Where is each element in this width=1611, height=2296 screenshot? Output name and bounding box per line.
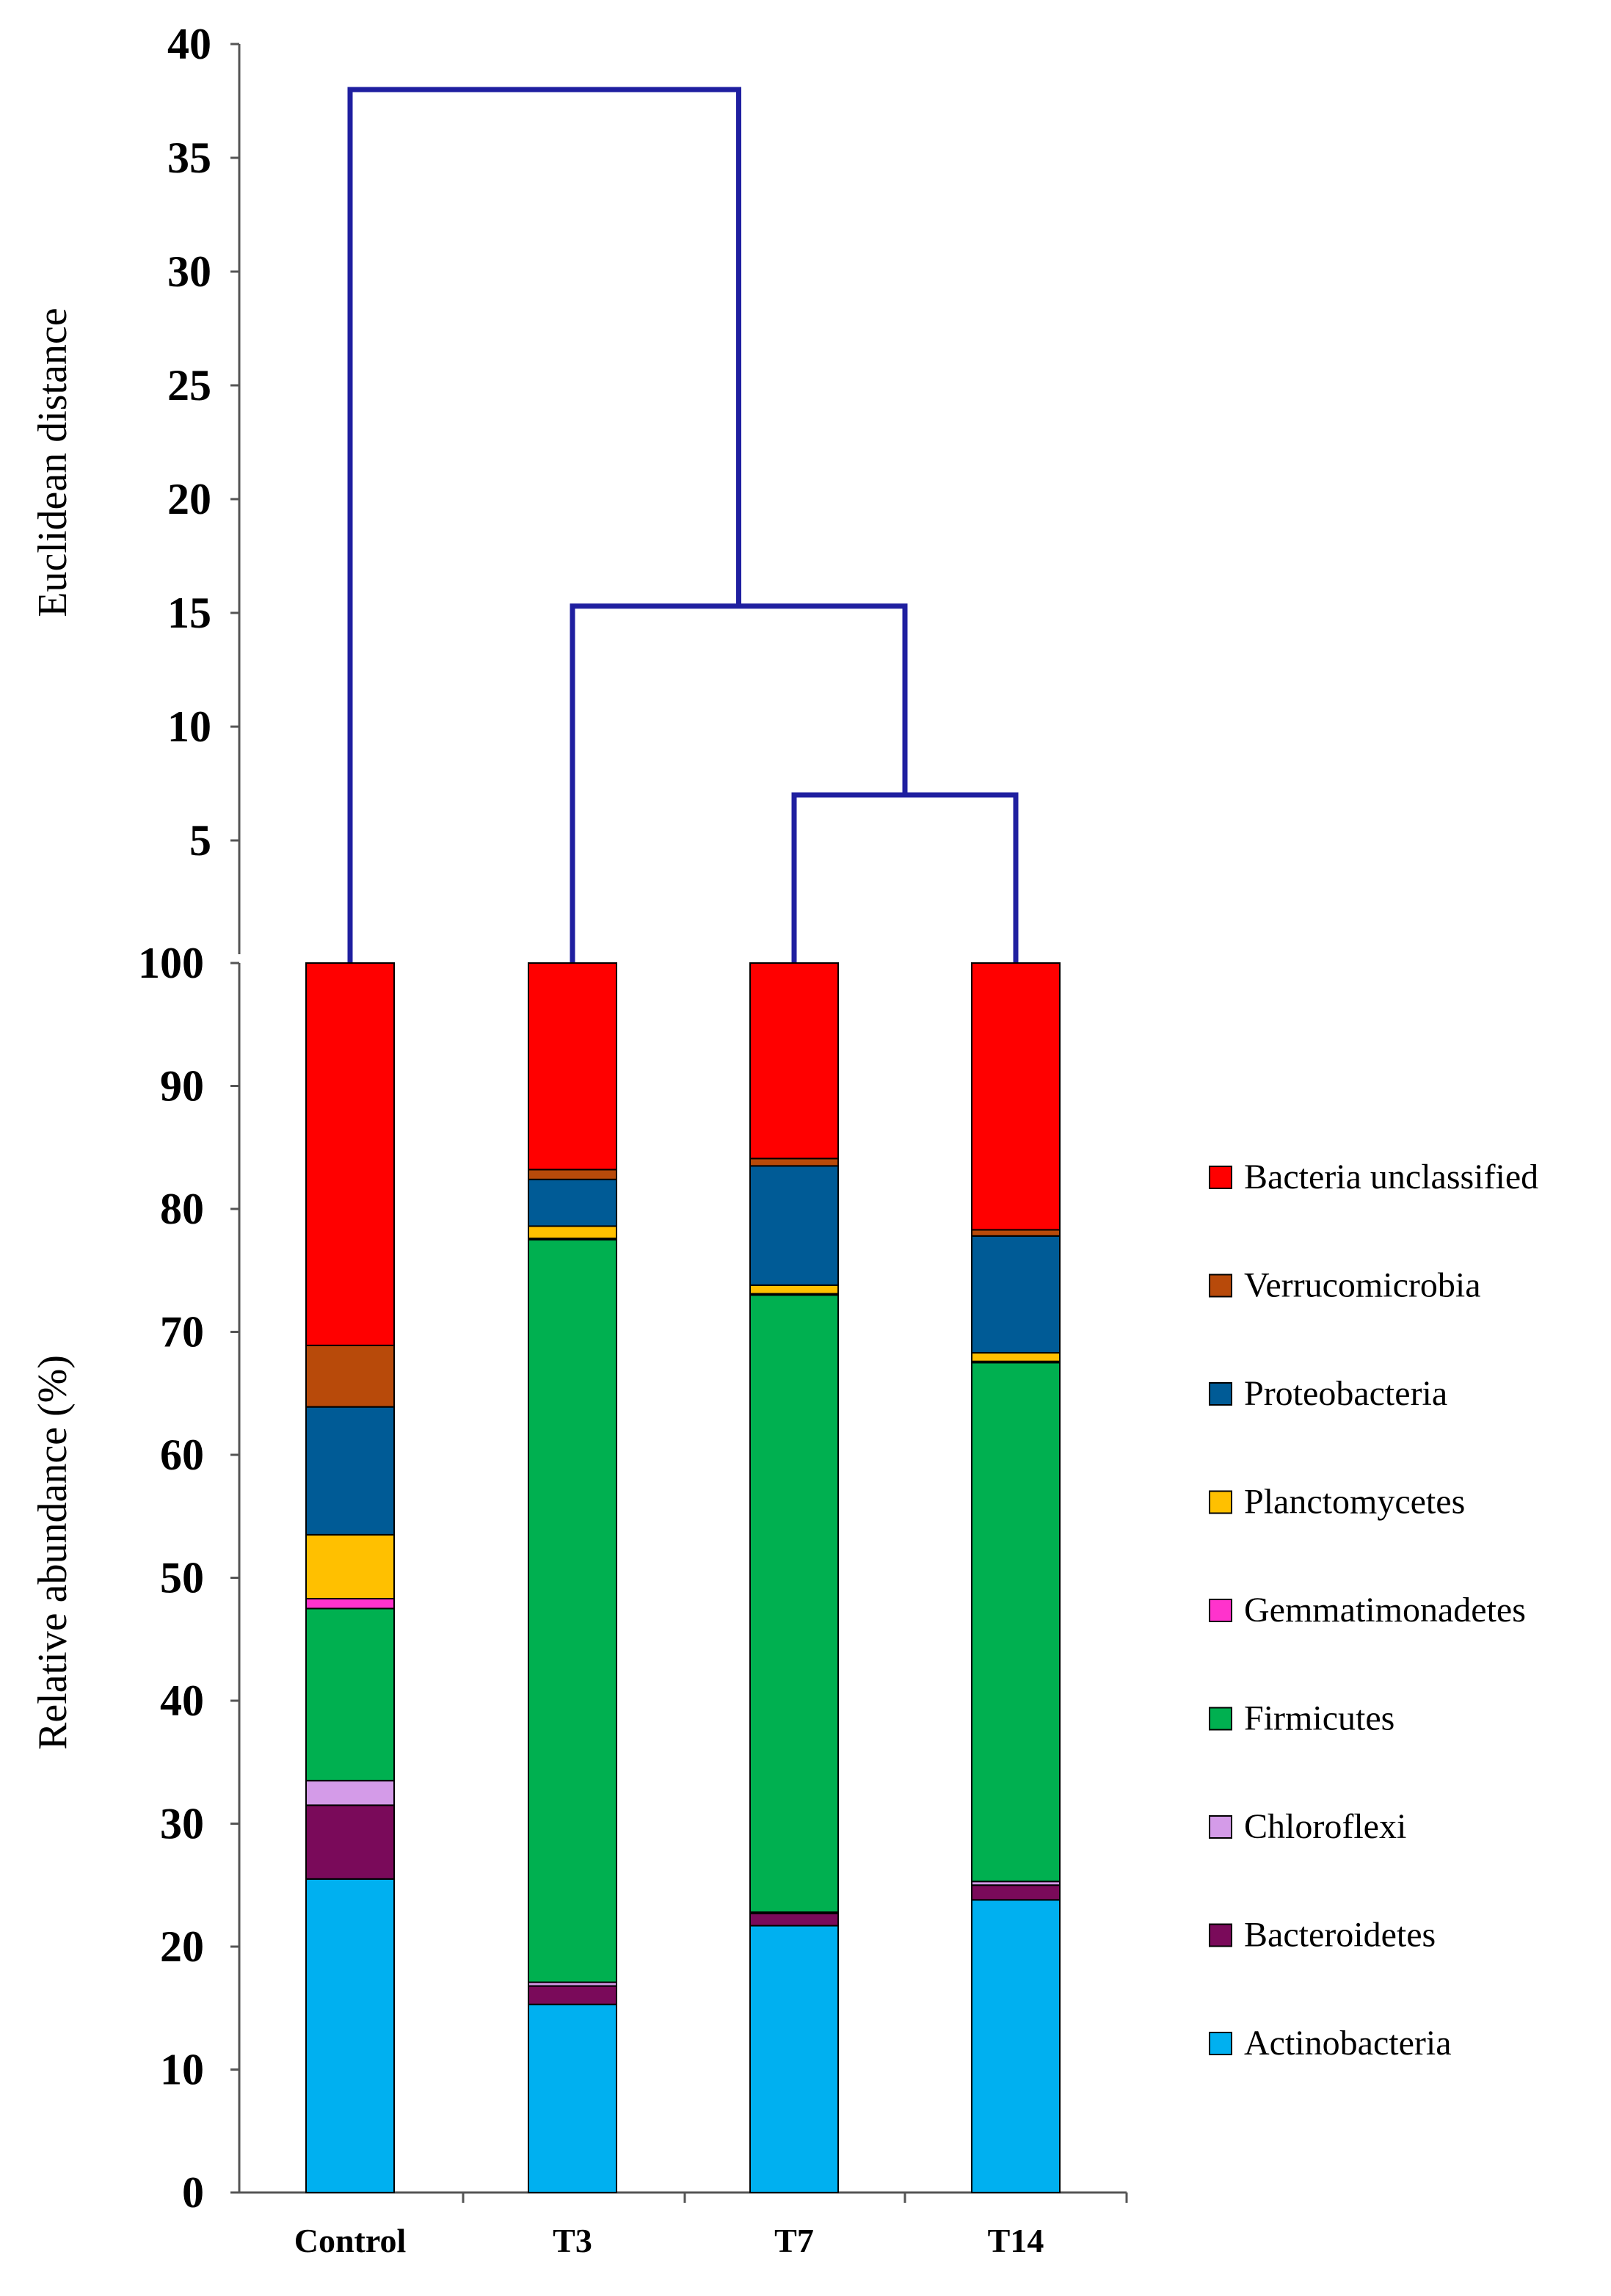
category-labels: Control T3 T7 T14 xyxy=(294,2222,1044,2259)
dendrogram-link xyxy=(570,603,908,963)
bar-segment xyxy=(528,962,617,1171)
bar-segment xyxy=(971,1229,1061,1237)
legend-swatch xyxy=(1209,1707,1232,1731)
legend-label: Bacteroidetes xyxy=(1244,1916,1436,1955)
bar-segment xyxy=(749,962,839,1160)
legend-swatch xyxy=(1209,1274,1232,1298)
bar-segment xyxy=(749,1925,839,2193)
bar-y-tick-label: 20 xyxy=(160,1922,204,1971)
bar-segment xyxy=(971,962,1061,1231)
bar-segment xyxy=(528,1238,617,1983)
bar-y-tick-label: 30 xyxy=(160,1800,204,1848)
bar-segment xyxy=(305,1533,395,1599)
dendrogram-tick-label: 15 xyxy=(167,589,211,637)
dendrogram xyxy=(347,87,1019,963)
dendrogram-tick-label: 40 xyxy=(167,20,211,68)
dendrogram-tick-label: 5 xyxy=(189,816,211,865)
bar-segment xyxy=(749,1165,839,1286)
bar-segment xyxy=(305,962,395,1346)
legend-swatch xyxy=(1209,1815,1232,1839)
bar-y-tick-label: 50 xyxy=(160,1554,204,1602)
category-label: T14 xyxy=(988,2222,1044,2259)
dendrogram-tick-label: 35 xyxy=(167,134,211,182)
bar-segment xyxy=(749,1284,839,1295)
dendrogram-tick-label: 20 xyxy=(167,475,211,523)
bar-segment xyxy=(528,1985,617,2005)
bar-ylabel: Relative abundance (%) xyxy=(30,1355,76,1750)
legend-label: Gemmatimonadetes xyxy=(1244,1591,1526,1630)
legend-label: Firmicutes xyxy=(1244,1699,1394,1738)
legend-label: Planctomycetes xyxy=(1244,1483,1465,1522)
bar-segment xyxy=(749,1912,839,1927)
bar-y-tick-label: 40 xyxy=(160,1676,204,1725)
bar-segment xyxy=(305,1607,395,1781)
bar-segment xyxy=(971,1351,1061,1362)
bar-y-tick-label: 60 xyxy=(160,1431,204,1479)
bar-segment xyxy=(305,1804,395,1880)
bar-y-tick-label: 80 xyxy=(160,1185,204,1233)
bar-segment xyxy=(528,1169,617,1180)
dendrogram-tick-label: 30 xyxy=(167,247,211,296)
bar-segment xyxy=(971,1899,1061,2194)
dendrogram-link xyxy=(347,87,741,963)
stacked-bars xyxy=(305,962,1061,2194)
dendrogram-link xyxy=(791,792,1019,963)
bar-y-tick-label: 10 xyxy=(160,2046,204,2094)
bar-y-tick-label: 0 xyxy=(182,2168,204,2217)
dendrogram-tick-label: 10 xyxy=(167,702,211,751)
dendrogram-ylabel: Euclidean distance xyxy=(30,308,76,617)
bar-y-tick-label: 90 xyxy=(160,1062,204,1111)
category-label: Control xyxy=(294,2222,407,2259)
legend-label: Proteobacteria xyxy=(1244,1374,1447,1413)
bar-segment xyxy=(749,1294,839,1914)
legend: Bacteria unclassified Verrucomicrobia Prot… xyxy=(1209,1158,1538,2063)
bar-segment xyxy=(305,1344,395,1408)
dendrogram-y-axis: 5 10 15 20 25 30 35 40 xyxy=(167,20,241,954)
bar-segment xyxy=(528,1178,617,1227)
legend-label: Actinobacteria xyxy=(1244,2024,1452,2063)
bar-y-tick-label: 100 xyxy=(138,939,204,987)
legend-swatch xyxy=(1209,1599,1232,1622)
legend-swatch xyxy=(1209,1382,1232,1406)
bar-segment xyxy=(528,2003,617,2194)
bar-segment xyxy=(305,1779,395,1806)
bar-segment xyxy=(971,1362,1061,1883)
bar-segment xyxy=(749,1158,839,1167)
bar-segment xyxy=(305,1406,395,1536)
bar-y-tick-label: 70 xyxy=(160,1308,204,1356)
legend-swatch xyxy=(1209,1166,1232,1189)
legend-swatch xyxy=(1209,1490,1232,1514)
legend-label: Bacteria unclassified xyxy=(1244,1158,1538,1196)
bar-segment xyxy=(528,1225,617,1240)
legend-swatch xyxy=(1209,1923,1232,1947)
legend-label: Chloroflexi xyxy=(1244,1807,1406,1846)
bar-segment xyxy=(971,1884,1061,1901)
category-label: T7 xyxy=(774,2222,814,2259)
legend-label: Verrucomicrobia xyxy=(1244,1266,1481,1305)
bar-segment xyxy=(305,1878,395,2193)
category-label: T3 xyxy=(553,2222,592,2259)
bar-segment xyxy=(971,1235,1061,1354)
bar-segment xyxy=(305,1597,395,1610)
dendrogram-tick-label: 25 xyxy=(167,361,211,410)
legend-swatch xyxy=(1209,2032,1232,2055)
